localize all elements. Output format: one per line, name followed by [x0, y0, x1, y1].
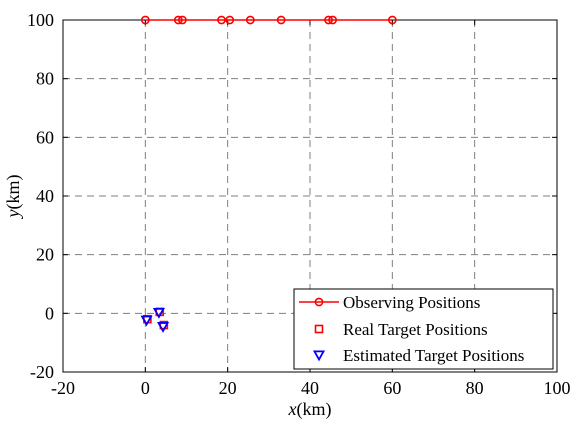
x-axis-label: x(km) — [288, 399, 332, 420]
observing-point — [387, 15, 397, 25]
y-tick-label: 80 — [36, 69, 54, 89]
x-tick-label: 60 — [383, 378, 401, 398]
y-axis-unit: (km) — [3, 175, 24, 210]
observing-point — [140, 15, 150, 25]
x-tick-label: 20 — [219, 378, 237, 398]
x-tick-label: 0 — [141, 378, 150, 398]
x-tick-label: 80 — [466, 378, 484, 398]
observing-point — [217, 15, 226, 25]
observing-point — [324, 15, 333, 25]
legend-label: Observing Positions — [343, 293, 480, 312]
observing-point — [328, 15, 338, 25]
y-tick-label: -20 — [30, 362, 54, 382]
y-tick-label: 40 — [36, 186, 54, 206]
x-tick-label: 100 — [544, 378, 571, 398]
x-axis-var: x — [288, 399, 297, 419]
y-axis-var: y — [3, 210, 23, 220]
observing-point — [245, 15, 255, 25]
legend-square-marker — [314, 324, 324, 334]
y-axis-label: y(km) — [3, 175, 24, 220]
series-2 — [140, 307, 170, 333]
axis-ticks: -20 0 20 40 60 80 100 -20 0 20 40 60 80 100 — [27, 10, 571, 398]
observing-point — [173, 15, 183, 25]
y-tick-label: 60 — [36, 127, 54, 147]
legend: Observing Positions Real Target Positions… — [293, 288, 554, 370]
series-layer — [140, 15, 397, 333]
y-tick-label: 0 — [45, 303, 54, 323]
legend-label: Real Target Positions — [343, 320, 488, 339]
legend-label: Estimated Target Positions — [343, 346, 524, 365]
legend-items: Observing Positions Real Target Positions… — [299, 293, 524, 365]
estimated-target-point — [152, 307, 165, 319]
legend-circle-marker — [314, 297, 324, 307]
y-tick-label: 100 — [27, 10, 54, 30]
observing-point — [225, 15, 235, 25]
y-tick-label: 20 — [36, 245, 54, 265]
estimated-target-point — [157, 322, 170, 333]
x-tick-label: 40 — [301, 378, 319, 398]
observing-point — [177, 15, 187, 25]
x-tick-label: -20 — [51, 378, 75, 398]
series-0 — [140, 15, 397, 25]
legend-triangle-marker — [312, 350, 326, 362]
x-axis-unit: (km) — [297, 399, 332, 420]
observing-point — [276, 15, 286, 25]
estimated-target-point — [140, 315, 153, 327]
